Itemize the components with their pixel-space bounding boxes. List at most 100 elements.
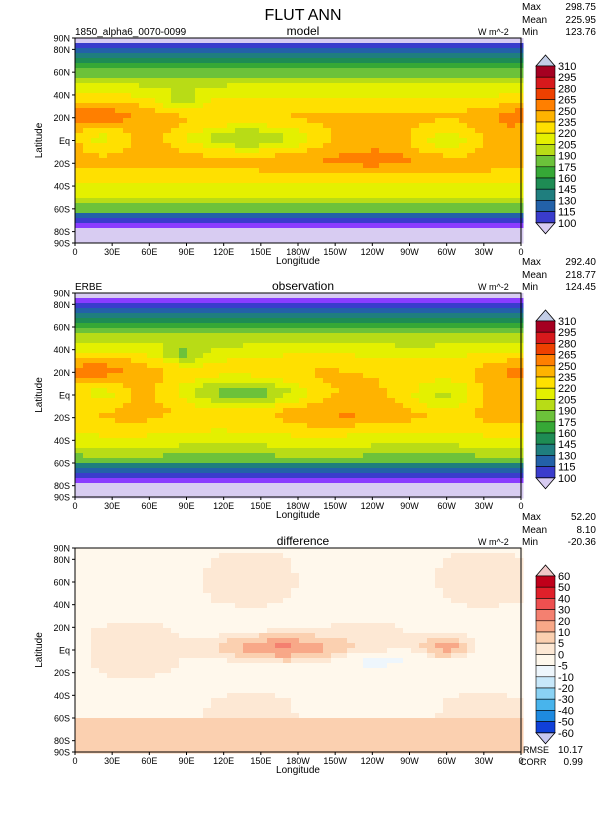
field-cell [427, 448, 436, 454]
field-cell [179, 153, 188, 159]
field-cell [283, 448, 292, 454]
field-cell [195, 433, 204, 439]
field-cell [315, 468, 324, 474]
field-cell [235, 378, 244, 384]
field-cell [459, 88, 468, 94]
field-cell [107, 468, 116, 474]
field-cell [403, 183, 412, 189]
field-cell [315, 63, 324, 69]
field-cell [419, 468, 428, 474]
field-cell [419, 123, 428, 129]
field-cell [299, 458, 308, 464]
field-cell [347, 548, 356, 554]
stat-max-label: Max [522, 257, 541, 268]
field-cell [491, 108, 500, 114]
field-cell [435, 118, 444, 124]
field-cell [235, 158, 244, 164]
field-cell [179, 123, 188, 129]
field-cell [307, 463, 316, 469]
field-cell [299, 198, 308, 204]
field-cell [315, 448, 324, 454]
field-cell [99, 183, 108, 189]
field-cell [299, 178, 308, 184]
field-cell [99, 343, 108, 349]
field-cell [379, 413, 388, 419]
field-cell [139, 563, 148, 569]
field-cell [339, 373, 348, 379]
field-cell [163, 393, 172, 399]
field-cell [307, 228, 316, 234]
field-cell [155, 483, 164, 489]
field-cell [515, 368, 524, 374]
field-cell [187, 78, 196, 84]
field-cell [99, 208, 108, 214]
field-cell [339, 308, 348, 314]
field-cell [171, 178, 180, 184]
field-cell [331, 113, 340, 119]
field-cell [251, 458, 260, 464]
field-cell [475, 473, 484, 479]
field-cell [499, 128, 508, 134]
field-cell [275, 493, 284, 499]
field-cell [179, 393, 188, 399]
field-cell [75, 163, 84, 169]
field-cell [363, 113, 372, 119]
field-cell [123, 468, 132, 474]
field-cell [227, 58, 236, 64]
field-cell [491, 128, 500, 134]
field-cell [291, 368, 300, 374]
field-cell [427, 68, 436, 74]
field-cell [339, 358, 348, 364]
field-cell [139, 113, 148, 119]
field-cell [347, 163, 356, 169]
field-cell [427, 343, 436, 349]
field-cell [499, 313, 508, 319]
field-cell [115, 378, 124, 384]
field-cell [251, 158, 260, 164]
field-cell [315, 373, 324, 379]
field-cell [123, 428, 132, 434]
field-cell [451, 373, 460, 379]
field-cell [123, 148, 132, 154]
field-cell [139, 138, 148, 144]
field-cell [515, 58, 524, 64]
field-cell [139, 358, 148, 364]
field-cell [283, 558, 292, 564]
field-cell [379, 63, 388, 69]
field-cell [115, 58, 124, 64]
field-cell [203, 68, 212, 74]
field-cell [427, 398, 436, 404]
field-cell [347, 198, 356, 204]
field-cell [195, 158, 204, 164]
field-cell [91, 43, 100, 49]
field-cell [435, 368, 444, 374]
field-cell [475, 188, 484, 194]
field-cell [219, 433, 228, 439]
field-cell [163, 173, 172, 179]
field-cell [427, 193, 436, 199]
field-cell [451, 63, 460, 69]
field-cell [131, 53, 140, 59]
field-cell [243, 468, 252, 474]
field-cell [443, 353, 452, 359]
field-cell [115, 483, 124, 489]
field-cell [339, 148, 348, 154]
field-cell [387, 328, 396, 334]
field-cell [251, 78, 260, 84]
field-cell [235, 303, 244, 309]
field-cell [347, 358, 356, 364]
field-cell [227, 443, 236, 449]
field-cell [275, 418, 284, 424]
field-cell [235, 493, 244, 499]
field-cell [211, 133, 220, 139]
field-cell [467, 123, 476, 129]
field-cell [75, 188, 84, 194]
field-cell [275, 63, 284, 69]
field-cell [515, 293, 524, 299]
field-cell [163, 238, 172, 244]
field-cell [467, 428, 476, 434]
field-cell [251, 553, 260, 559]
field-cell [267, 83, 276, 89]
field-cell [483, 488, 492, 494]
field-cell [139, 93, 148, 99]
